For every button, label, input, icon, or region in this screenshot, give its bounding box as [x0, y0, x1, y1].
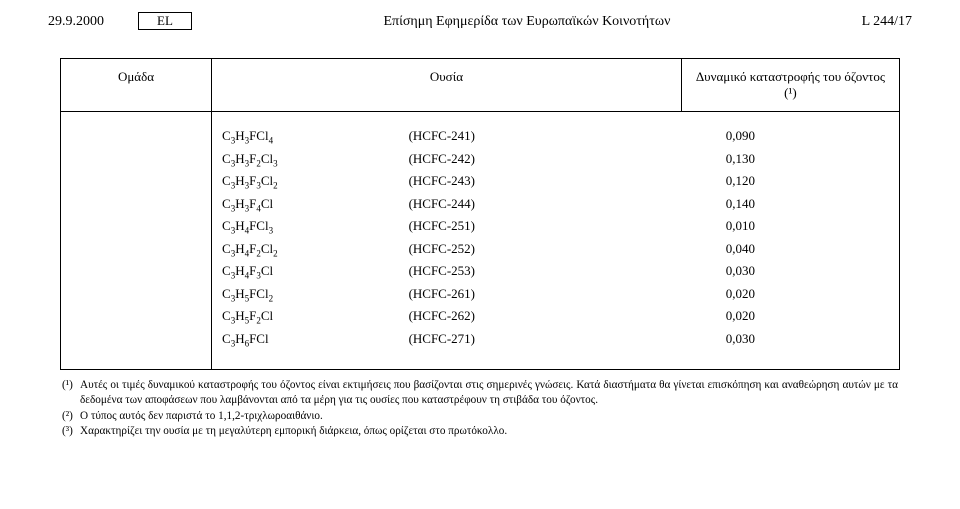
table-row: C3H4FCl3(HCFC-251)0,010	[222, 216, 889, 239]
footnote: (³) Χαρακτηρίζει την ουσία με τη μεγαλύτ…	[62, 424, 898, 439]
table-row: C3H4F2Cl2(HCFC-252)0,040	[222, 239, 889, 262]
footnote-text: Ο τύπος αυτός δεν παριστά το 1,1,2-τριχλ…	[80, 409, 898, 424]
page-header: 29.9.2000 EL Επίσημη Εφημερίδα των Ευρωπ…	[48, 12, 912, 30]
table-row: C3H5F2Cl(HCFC-262)0,020	[222, 306, 889, 329]
value-cell: 0,020	[642, 306, 889, 329]
header-date: 29.9.2000	[48, 14, 138, 30]
formula-cell: C3H3F3Cl2	[222, 171, 409, 194]
formula-cell: C3H3FCl4	[222, 126, 409, 149]
label-cell: (HCFC-252)	[409, 239, 642, 262]
footnote-mark: (²)	[62, 409, 80, 424]
header-title: Επίσημη Εφημερίδα των Ευρωπαϊκών Κοινοτή…	[232, 14, 822, 30]
formula-cell: C3H3F4Cl	[222, 194, 409, 217]
label-cell: (HCFC-251)	[409, 216, 642, 239]
footnotes: (¹) Αυτές οι τιμές δυναμικού καταστροφής…	[60, 370, 900, 438]
col-substance-header: Ουσία	[212, 59, 682, 112]
table-body-row: C3H3FCl4(HCFC-241)0,090C3H3F2Cl3(HCFC-24…	[61, 112, 900, 370]
formula-cell: C3H3F2Cl3	[222, 149, 409, 172]
col-odp-header: Δυναμικό καταστροφής του όζοντος (¹)	[681, 59, 899, 112]
formula-cell: C3H4F3Cl	[222, 261, 409, 284]
group-cell	[61, 112, 212, 370]
footnote: (¹) Αυτές οι τιμές δυναμικού καταστροφής…	[62, 378, 898, 408]
value-cell: 0,130	[642, 149, 889, 172]
value-cell: 0,140	[642, 194, 889, 217]
label-cell: (HCFC-243)	[409, 171, 642, 194]
footnote: (²) Ο τύπος αυτός δεν παριστά το 1,1,2-τ…	[62, 409, 898, 424]
label-cell: (HCFC-261)	[409, 284, 642, 307]
table-header-row: Ομάδα Ουσία Δυναμικό καταστροφής του όζο…	[61, 59, 900, 112]
footnote-mark: (³)	[62, 424, 80, 439]
label-cell: (HCFC-262)	[409, 306, 642, 329]
value-cell: 0,030	[642, 261, 889, 284]
header-lang: EL	[138, 12, 192, 30]
substance-table: Ομάδα Ουσία Δυναμικό καταστροφής του όζο…	[60, 58, 900, 370]
label-cell: (HCFC-253)	[409, 261, 642, 284]
label-cell: (HCFC-241)	[409, 126, 642, 149]
header-page-number: L 244/17	[822, 14, 912, 30]
value-cell: 0,040	[642, 239, 889, 262]
table-row: C3H3F2Cl3(HCFC-242)0,130	[222, 149, 889, 172]
table-row: C3H3F4Cl(HCFC-244)0,140	[222, 194, 889, 217]
value-cell: 0,020	[642, 284, 889, 307]
formula-cell: C3H6FCl	[222, 329, 409, 352]
formula-cell: C3H5FCl2	[222, 284, 409, 307]
footnote-text: Χαρακτηρίζει την ουσία με τη μεγαλύτερη …	[80, 424, 898, 439]
footnote-mark: (¹)	[62, 378, 80, 408]
col-group-header: Ομάδα	[61, 59, 212, 112]
formula-cell: C3H5F2Cl	[222, 306, 409, 329]
formula-cell: C3H4F2Cl2	[222, 239, 409, 262]
substance-body-cell: C3H3FCl4(HCFC-241)0,090C3H3F2Cl3(HCFC-24…	[212, 112, 900, 370]
value-cell: 0,120	[642, 171, 889, 194]
label-cell: (HCFC-271)	[409, 329, 642, 352]
table-row: C3H4F3Cl(HCFC-253)0,030	[222, 261, 889, 284]
table-row: C3H3FCl4(HCFC-241)0,090	[222, 126, 889, 149]
formula-cell: C3H4FCl3	[222, 216, 409, 239]
value-cell: 0,090	[642, 126, 889, 149]
table-row: C3H5FCl2(HCFC-261)0,020	[222, 284, 889, 307]
footnote-text: Αυτές οι τιμές δυναμικού καταστροφής του…	[80, 378, 898, 408]
value-cell: 0,030	[642, 329, 889, 352]
table-row: C3H6FCl(HCFC-271)0,030	[222, 329, 889, 352]
table-row: C3H3F3Cl2(HCFC-243)0,120	[222, 171, 889, 194]
label-cell: (HCFC-242)	[409, 149, 642, 172]
value-cell: 0,010	[642, 216, 889, 239]
label-cell: (HCFC-244)	[409, 194, 642, 217]
